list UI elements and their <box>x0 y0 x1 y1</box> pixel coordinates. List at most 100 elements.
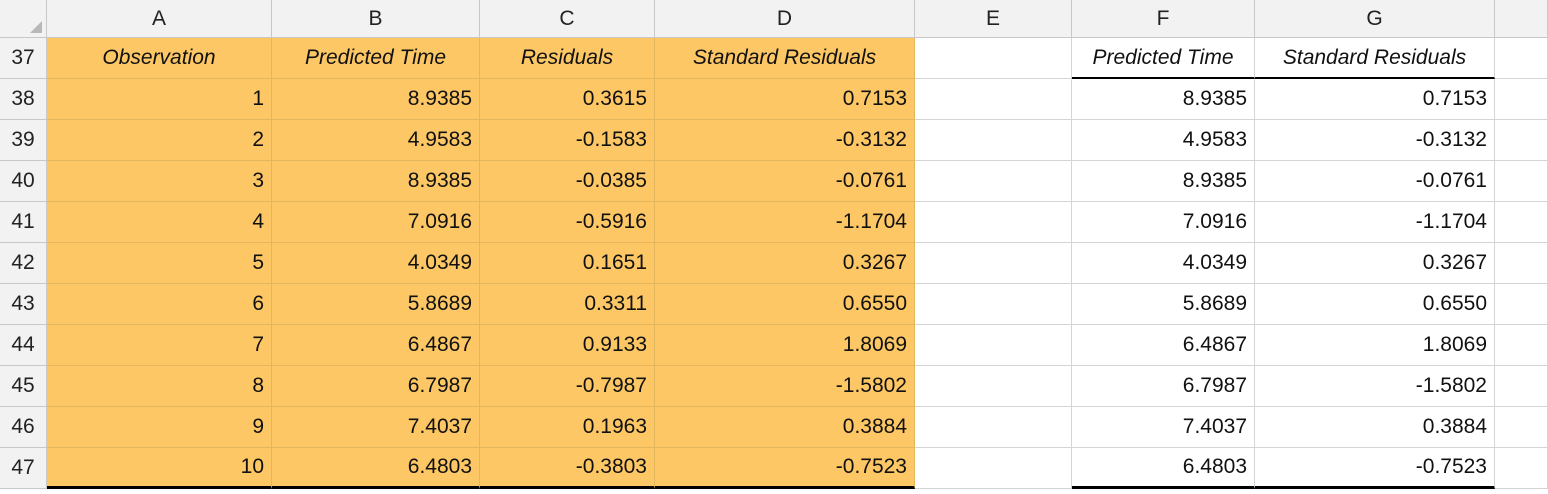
row-header[interactable]: 45 <box>0 366 47 407</box>
output-header-standard-residuals[interactable]: Standard Residuals <box>1255 38 1495 79</box>
output-cell-predicted-time[interactable]: 6.4867 <box>1072 325 1255 366</box>
cell-standard-residuals[interactable]: 0.7153 <box>655 79 915 120</box>
cell-empty-h[interactable] <box>1495 366 1548 407</box>
column-header-a[interactable]: A <box>47 0 272 38</box>
cell-observation[interactable]: 3 <box>47 161 272 202</box>
cell-empty-h[interactable] <box>1495 79 1548 120</box>
output-cell-predicted-time[interactable]: 7.4037 <box>1072 407 1255 448</box>
row-header[interactable]: 38 <box>0 79 47 120</box>
cell-standard-residuals[interactable]: -0.0761 <box>655 161 915 202</box>
cell-observation[interactable]: 2 <box>47 120 272 161</box>
cell-empty-h[interactable] <box>1495 161 1548 202</box>
cell-observation[interactable]: 1 <box>47 79 272 120</box>
cell-residuals[interactable]: -0.0385 <box>480 161 655 202</box>
cell-residuals[interactable]: 0.9133 <box>480 325 655 366</box>
output-cell-standard-residuals[interactable]: 0.7153 <box>1255 79 1495 120</box>
cell-empty-e[interactable] <box>915 366 1072 407</box>
cell-observation[interactable]: 6 <box>47 284 272 325</box>
cell-predicted-time[interactable]: 6.4803 <box>272 448 480 489</box>
row-header[interactable]: 42 <box>0 243 47 284</box>
row-header[interactable]: 40 <box>0 161 47 202</box>
cell-standard-residuals[interactable]: -1.1704 <box>655 202 915 243</box>
cell-empty-h[interactable] <box>1495 120 1548 161</box>
select-all-corner[interactable] <box>0 0 47 38</box>
cell-empty-h[interactable] <box>1495 243 1548 284</box>
column-header-g[interactable]: G <box>1255 0 1495 38</box>
cell-residuals[interactable]: 0.3311 <box>480 284 655 325</box>
column-header-d[interactable]: D <box>655 0 915 38</box>
cell-standard-residuals[interactable]: 0.3267 <box>655 243 915 284</box>
output-cell-predicted-time[interactable]: 4.0349 <box>1072 243 1255 284</box>
row-header[interactable]: 43 <box>0 284 47 325</box>
cell-empty-e[interactable] <box>915 407 1072 448</box>
cell-predicted-time[interactable]: 8.9385 <box>272 79 480 120</box>
cell-standard-residuals[interactable]: 0.3884 <box>655 407 915 448</box>
cell-standard-residuals[interactable]: 0.6550 <box>655 284 915 325</box>
column-header-e[interactable]: E <box>915 0 1072 38</box>
output-cell-predicted-time[interactable]: 8.9385 <box>1072 161 1255 202</box>
output-cell-standard-residuals[interactable]: 1.8069 <box>1255 325 1495 366</box>
cell-predicted-time[interactable]: 4.9583 <box>272 120 480 161</box>
cell-standard-residuals[interactable]: -1.5802 <box>655 366 915 407</box>
output-cell-standard-residuals[interactable]: -0.3132 <box>1255 120 1495 161</box>
cell-empty-e[interactable] <box>915 243 1072 284</box>
row-header[interactable]: 44 <box>0 325 47 366</box>
cell-empty-h[interactable] <box>1495 448 1548 489</box>
output-cell-standard-residuals[interactable]: 0.6550 <box>1255 284 1495 325</box>
cell-empty-e[interactable] <box>915 161 1072 202</box>
cell-observation[interactable]: 7 <box>47 325 272 366</box>
output-header-predicted-time[interactable]: Predicted Time <box>1072 38 1255 79</box>
output-cell-predicted-time[interactable]: 5.8689 <box>1072 284 1255 325</box>
cell-predicted-time[interactable]: 8.9385 <box>272 161 480 202</box>
cell-predicted-time[interactable]: 7.0916 <box>272 202 480 243</box>
output-cell-standard-residuals[interactable]: -0.0761 <box>1255 161 1495 202</box>
cell-observation[interactable]: 5 <box>47 243 272 284</box>
column-header-f[interactable]: F <box>1072 0 1255 38</box>
cell-residuals[interactable]: -0.7987 <box>480 366 655 407</box>
cell-predicted-time[interactable]: 6.4867 <box>272 325 480 366</box>
cell-observation[interactable]: 8 <box>47 366 272 407</box>
cell-empty-h[interactable] <box>1495 202 1548 243</box>
output-cell-standard-residuals[interactable]: -1.1704 <box>1255 202 1495 243</box>
cell-empty-h[interactable] <box>1495 407 1548 448</box>
row-header[interactable]: 41 <box>0 202 47 243</box>
column-header-c[interactable]: C <box>480 0 655 38</box>
cell-residuals[interactable]: 0.1651 <box>480 243 655 284</box>
cell-observation[interactable]: 9 <box>47 407 272 448</box>
header-standard-residuals[interactable]: Standard Residuals <box>655 38 915 79</box>
cell-predicted-time[interactable]: 5.8689 <box>272 284 480 325</box>
cell-observation[interactable]: 10 <box>47 448 272 489</box>
cell-residuals[interactable]: 0.1963 <box>480 407 655 448</box>
cell-empty-h[interactable] <box>1495 325 1548 366</box>
cell-residuals[interactable]: -0.1583 <box>480 120 655 161</box>
cell-e37[interactable] <box>915 38 1072 79</box>
output-cell-standard-residuals[interactable]: 0.3884 <box>1255 407 1495 448</box>
cell-empty-e[interactable] <box>915 284 1072 325</box>
cell-empty-e[interactable] <box>915 79 1072 120</box>
cell-empty-e[interactable] <box>915 120 1072 161</box>
cell-standard-residuals[interactable]: 1.8069 <box>655 325 915 366</box>
cell-standard-residuals[interactable]: -0.7523 <box>655 448 915 489</box>
column-header-b[interactable]: B <box>272 0 480 38</box>
output-cell-standard-residuals[interactable]: -0.7523 <box>1255 448 1495 489</box>
column-header-h[interactable] <box>1495 0 1548 38</box>
row-header[interactable]: 47 <box>0 448 47 489</box>
row-header[interactable]: 39 <box>0 120 47 161</box>
output-cell-standard-residuals[interactable]: 0.3267 <box>1255 243 1495 284</box>
output-cell-predicted-time[interactable]: 7.0916 <box>1072 202 1255 243</box>
output-cell-predicted-time[interactable]: 6.4803 <box>1072 448 1255 489</box>
header-residuals[interactable]: Residuals <box>480 38 655 79</box>
cell-empty-h[interactable] <box>1495 284 1548 325</box>
cell-empty-e[interactable] <box>915 202 1072 243</box>
header-observation[interactable]: Observation <box>47 38 272 79</box>
cell-h37[interactable] <box>1495 38 1548 79</box>
cell-predicted-time[interactable]: 7.4037 <box>272 407 480 448</box>
output-cell-standard-residuals[interactable]: -1.5802 <box>1255 366 1495 407</box>
output-cell-predicted-time[interactable]: 6.7987 <box>1072 366 1255 407</box>
cell-empty-e[interactable] <box>915 448 1072 489</box>
output-cell-predicted-time[interactable]: 8.9385 <box>1072 79 1255 120</box>
cell-standard-residuals[interactable]: -0.3132 <box>655 120 915 161</box>
header-predicted-time[interactable]: Predicted Time <box>272 38 480 79</box>
row-header[interactable]: 37 <box>0 38 47 79</box>
cell-residuals[interactable]: 0.3615 <box>480 79 655 120</box>
